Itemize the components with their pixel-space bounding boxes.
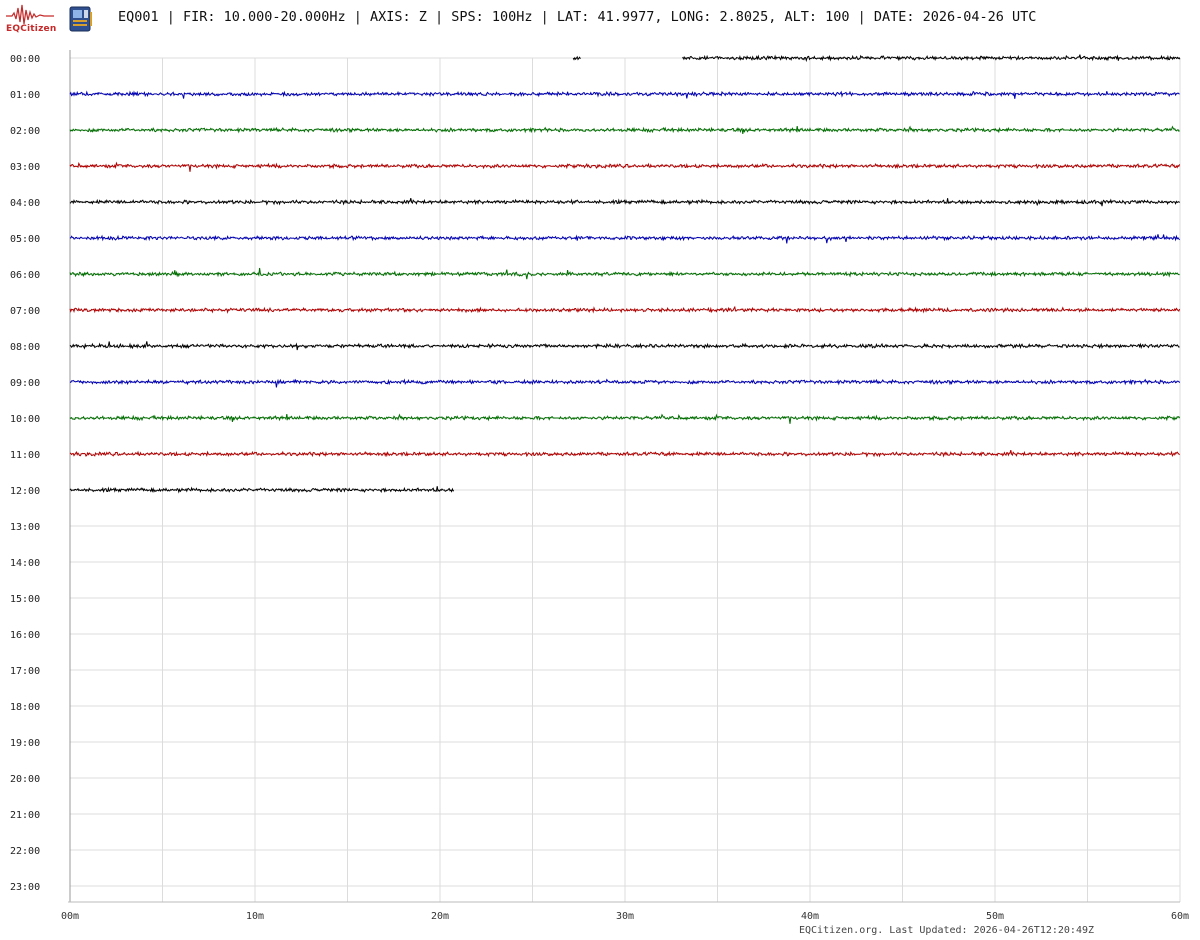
seismic-trace-0000 [682, 54, 1181, 63]
seismograph-logo-icon [6, 4, 54, 25]
y-tick-label: 16:00 [10, 630, 40, 641]
seismic-trace-0000 [572, 55, 581, 61]
y-tick-label: 11:00 [10, 450, 40, 461]
y-tick-label: 20:00 [10, 774, 40, 785]
seismic-trace-0600 [69, 267, 1180, 280]
y-tick-label: 15:00 [10, 594, 40, 605]
y-tick-label: 02:00 [10, 126, 40, 137]
y-tick-label: 13:00 [10, 522, 40, 533]
seismic-trace-0100 [69, 90, 1180, 99]
y-tick-label: 01:00 [10, 90, 40, 101]
footer-update-text: EQCitizen.org. Last Updated: 2026-04-26T… [799, 925, 1095, 936]
y-tick-label: 00:00 [10, 54, 40, 65]
seismic-trace-0700 [69, 305, 1181, 314]
seismic-trace-0200 [69, 125, 1180, 134]
y-tick-label: 09:00 [10, 378, 40, 389]
seismic-trace-1200 [69, 486, 455, 494]
y-tick-label: 10:00 [10, 414, 40, 425]
y-tick-label: 22:00 [10, 846, 40, 857]
y-tick-label: 12:00 [10, 486, 40, 497]
y-tick-label: 05:00 [10, 234, 40, 245]
y-tick-label: 17:00 [10, 666, 40, 677]
x-tick-label: 50m [986, 911, 1004, 922]
y-tick-label: 04:00 [10, 198, 40, 209]
y-tick-label: 19:00 [10, 738, 40, 749]
y-tick-label: 14:00 [10, 558, 40, 569]
page-title: EQ001 | FIR: 10.000-20.000Hz | AXIS: Z |… [118, 9, 1037, 25]
y-tick-label: 07:00 [10, 306, 40, 317]
seismic-trace-0800 [69, 341, 1180, 351]
x-tick-label: 10m [246, 911, 264, 922]
y-tick-label: 23:00 [10, 882, 40, 893]
seismic-trace-0300 [69, 161, 1181, 172]
sensor-device-icon [69, 6, 92, 32]
x-tick-label: 30m [616, 911, 634, 922]
y-tick-label: 06:00 [10, 270, 40, 281]
seismic-trace-1100 [69, 449, 1180, 458]
x-tick-label: 20m [431, 911, 449, 922]
seismic-trace-0500 [69, 234, 1180, 244]
x-tick-label: 00m [61, 911, 79, 922]
header: EQCitizen EQ001 | FIR: 10.000-20.000Hz |… [0, 0, 1200, 40]
y-tick-label: 18:00 [10, 702, 40, 713]
logo-text: EQCitizen [6, 24, 57, 34]
y-tick-label: 08:00 [10, 342, 40, 353]
seismic-trace-0900 [69, 378, 1181, 388]
x-tick-label: 60m [1171, 911, 1189, 922]
seismic-trace-1000 [69, 413, 1181, 424]
x-tick-label: 40m [801, 911, 819, 922]
y-tick-label: 21:00 [10, 810, 40, 821]
y-tick-label: 03:00 [10, 162, 40, 173]
seismic-trace-0400 [69, 197, 1180, 207]
